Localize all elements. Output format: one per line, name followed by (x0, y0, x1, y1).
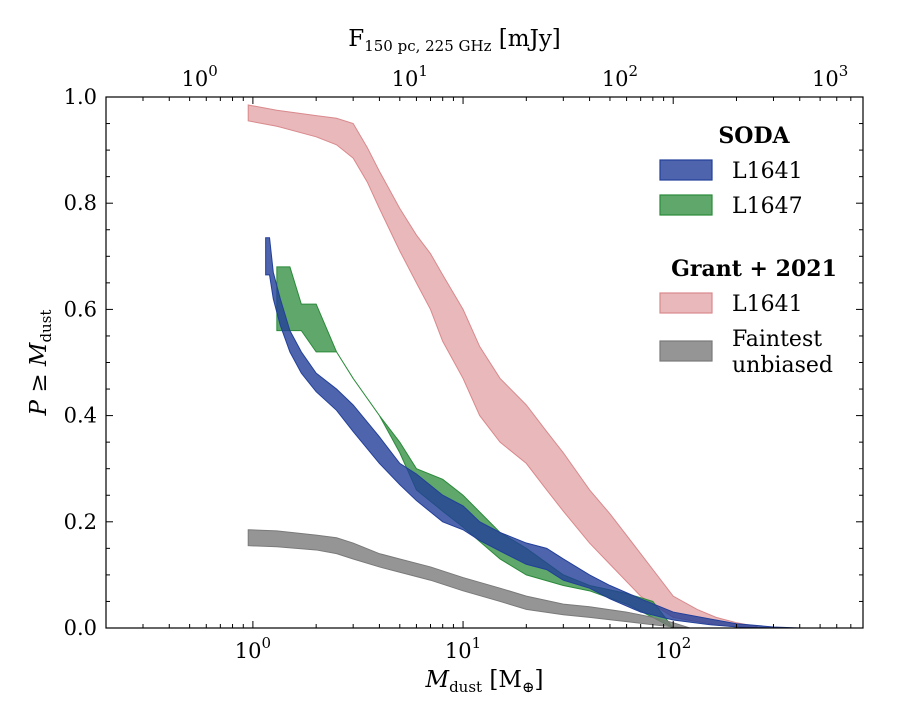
top-tick-label: 102 (602, 62, 638, 91)
legend-swatch (659, 340, 713, 362)
axis-ticks (105, 96, 864, 629)
legend-label: Faintest (732, 327, 822, 352)
legend-swatch (659, 159, 713, 181)
data-bands (247, 104, 800, 629)
band-soda-l1647 (276, 266, 674, 629)
legend-swatch (659, 194, 713, 216)
y-tick-label: 1.0 (64, 85, 97, 109)
legend-label: L1647 (732, 194, 803, 219)
legend-title-soda: SODA (718, 123, 790, 149)
x-tick-label: 101 (445, 634, 481, 663)
y-tick-label: 0.2 (64, 510, 97, 534)
legend: SODA L1641 L1647 Grant + 2021 L1641 Faintestu… (659, 123, 837, 378)
legend-label: L1641 (732, 159, 803, 184)
x-axis-label: Mdust [M⊕] (425, 667, 544, 696)
x-tick-label: 100 (235, 634, 271, 663)
y-axis-label: P ≥ Mdust (26, 310, 55, 417)
legend-label: L1641 (732, 292, 803, 317)
top-tick-label: 103 (812, 62, 848, 91)
legend-label: unbiased (732, 353, 833, 378)
top-tick-label: 101 (392, 62, 428, 91)
tick-labels: 100 101 102 100 101 102 103 0.0 0.2 0.4 0.6 0.8 1.0 (64, 62, 849, 663)
legend-swatch (659, 292, 713, 314)
top-tick-label: 100 (182, 62, 218, 91)
x-tick-label: 102 (655, 634, 691, 663)
y-tick-label: 0.4 (64, 404, 97, 428)
y-tick-label: 0.0 (64, 616, 97, 640)
y-tick-label: 0.6 (64, 297, 97, 321)
y-axis-label-group: P ≥ Mdust (26, 310, 55, 417)
top-axis-label: F150 pc, 225 GHz [mJy] (348, 26, 561, 55)
legend-title-grant-2021: Grant + 2021 (671, 256, 837, 282)
y-tick-label: 0.8 (64, 191, 97, 215)
